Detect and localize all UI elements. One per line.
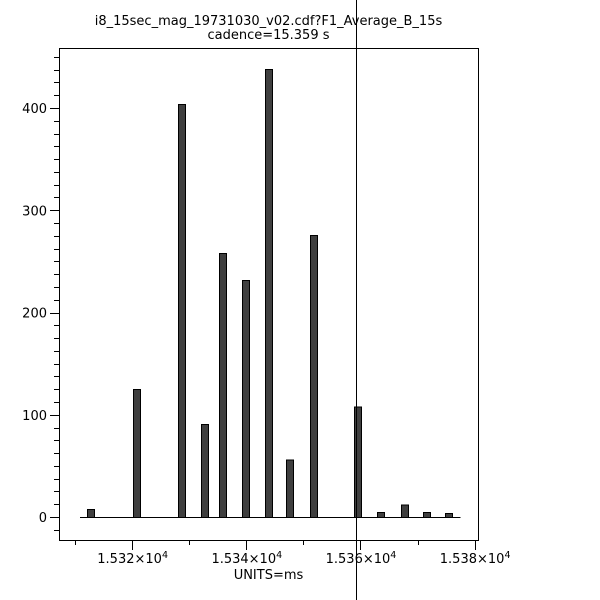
histogram-bar — [401, 504, 409, 519]
histogram-bar — [286, 459, 294, 519]
x-axis-label: UNITS=ms — [233, 568, 304, 583]
histogram-bar — [87, 508, 95, 519]
y-axis-major-ticks: 0 100 200 300 400 — [22, 102, 59, 526]
y-tick-label: 300 — [22, 204, 47, 219]
plot-title-block: i8_15sec_mag_19731030_v02.cdf?F1_Average… — [59, 15, 478, 42]
histogram-bar — [445, 512, 453, 519]
y-tick-label: 0 — [39, 511, 47, 526]
histogram-bar — [201, 423, 209, 519]
plot-subtitle: cadence=15.359 s — [207, 27, 330, 43]
histogram-bar — [265, 69, 273, 519]
x-tick-label: 1.532×104 — [97, 550, 168, 567]
histogram-bar — [178, 103, 186, 519]
histogram-bar — [423, 511, 431, 519]
histogram-bar — [354, 406, 362, 519]
y-tick-label: 400 — [22, 102, 47, 117]
histogram-bar — [133, 389, 141, 519]
x-tick-label: 1.536×104 — [326, 550, 397, 567]
x-tick-label: 1.534×104 — [211, 550, 282, 567]
histogram-bar — [242, 279, 250, 519]
plot-title: i8_15sec_mag_19731030_v02.cdf?F1_Average… — [94, 14, 443, 29]
histogram-bars — [87, 69, 453, 519]
x-axis-minor-ticks — [75, 540, 419, 545]
y-axis-minor-ticks — [54, 57, 59, 531]
plot-frame — [59, 48, 479, 541]
y-tick-label: 100 — [22, 409, 47, 424]
y-tick-label: 200 — [22, 307, 47, 322]
histogram-bar — [377, 511, 385, 519]
x-axis-major-ticks: 1.532×104 1.534×104 1.536×104 1.538×104 — [97, 540, 510, 567]
histogram-bar — [219, 253, 227, 519]
histogram-bar — [310, 234, 318, 519]
x-tick-label: 1.538×104 — [440, 550, 511, 567]
